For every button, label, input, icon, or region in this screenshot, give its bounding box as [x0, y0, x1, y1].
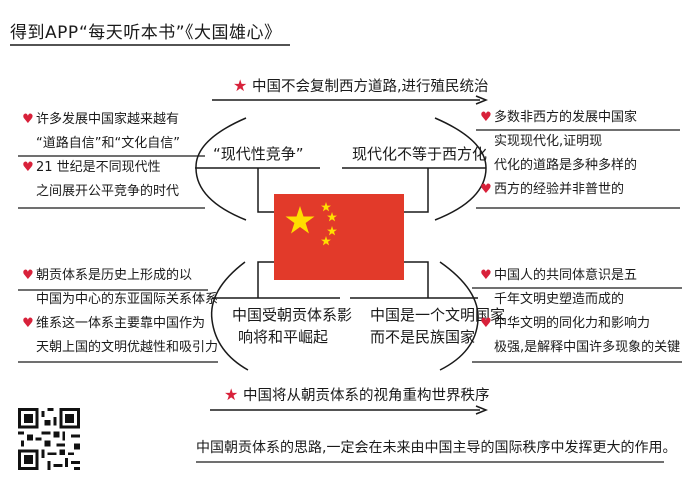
note-row: 之间展开公平竞争的时代 [20, 180, 180, 204]
banner-bottom: ★ 中国将从朝贡体系的视角重构世界秩序 [224, 384, 489, 405]
note-text: 实现现代化,证明现 [494, 134, 603, 149]
heart-icon: ♥ [480, 268, 492, 283]
note-text: 朝贡体系是历史上形成的以 [36, 268, 193, 283]
china-flag-icon [274, 194, 404, 280]
topic-civilization-state: 中国是一个文明国家 而不是民族国家 [370, 304, 505, 348]
note-text: 许多发展中国家越来越有 [36, 112, 180, 127]
note-row: ♥ 维系这一体系主要靠中国作为 [20, 312, 218, 336]
note-row: ♥ 许多发展中国家越来越有 [20, 108, 180, 132]
note-text: “道路自信”和“文化自信” [36, 136, 180, 151]
note-row: 千年文明史塑造而成的 [478, 288, 680, 312]
heart-icon: ♥ [480, 110, 492, 125]
note-row: “道路自信”和“文化自信” [20, 132, 180, 156]
banner-top: ★ 中国不会复制西方道路,进行殖民统治 [233, 75, 489, 96]
note-text: 中华文明的同化力和影响力 [494, 316, 651, 331]
note-text: 西方的经验并非普世的 [494, 182, 625, 197]
heart-icon: ♥ [22, 316, 34, 331]
note-text: 中国人的共同体意识是五 [494, 268, 638, 283]
note-row: ♥ 西方的经验并非普世的 [478, 178, 637, 202]
banner-bottom-text: 中国将从朝贡体系的视角重构世界秩序 [242, 388, 490, 404]
note-text: 之间展开公平竞争的时代 [36, 184, 180, 199]
notes-bottom-left: ♥ 朝贡体系是历史上形成的以 中国为中心的东亚国际关系体系 ♥ 维系这一体系主要靠中… [20, 264, 218, 360]
note-row: 天朝上国的文明优越性和吸引力 [20, 336, 218, 360]
note-row: 极强,是解释中国许多现象的关键 [478, 336, 680, 360]
notes-bottom-right: ♥ 中国人的共同体意识是五 千年文明史塑造而成的 ♥ 中华文明的同化力和影响力 极强… [478, 264, 680, 360]
heart-icon: ♥ [22, 268, 34, 283]
topic-modernity-competition: “现代性竞争” [213, 145, 304, 163]
note-row: ♥ 中国人的共同体意识是五 [478, 264, 680, 288]
note-row: ♥ 朝贡体系是历史上形成的以 [20, 264, 218, 288]
note-text: 多数非西方的发展中国家 [494, 110, 638, 125]
topic-modernization-not-westernization: 现代化不等于西方化 [352, 145, 488, 163]
topic-line: 中国是一个文明国家 [370, 306, 506, 324]
note-text: 中国为中心的东亚国际关系体系 [36, 292, 219, 307]
note-row: ♥ 21 世纪是不同现代性 [20, 156, 180, 180]
notes-top-right: ♥ 多数非西方的发展中国家 实现现代化,证明现 代化的道路是多种多样的 ♥ 西方的经… [478, 106, 637, 202]
heart-icon: ♥ [480, 316, 492, 331]
note-text: 千年文明史塑造而成的 [494, 292, 625, 307]
note-row: 代化的道路是多种多样的 [478, 154, 637, 178]
banner-top-text: 中国不会复制西方道路,进行殖民统治 [251, 79, 489, 95]
red-star-icon: ★ [224, 385, 239, 404]
topic-line: 响将和平崛起 [238, 328, 329, 346]
heart-icon: ♥ [22, 112, 34, 127]
note-text: 天朝上国的文明优越性和吸引力 [36, 340, 219, 355]
note-text: 代化的道路是多种多样的 [494, 158, 638, 173]
heart-icon: ♥ [22, 160, 34, 175]
note-text: 维系这一体系主要靠中国作为 [36, 316, 206, 331]
topic-tributary-peaceful-rise: 中国受朝贡体系影 响将和平崛起 [232, 304, 352, 348]
note-row: ♥ 中华文明的同化力和影响力 [478, 312, 680, 336]
topic-line: 而不是民族国家 [370, 328, 476, 346]
notes-top-left: ♥ 许多发展中国家越来越有 “道路自信”和“文化自信” ♥ 21 世纪是不同现代性 … [20, 108, 180, 204]
note-row: ♥ 多数非西方的发展中国家 [478, 106, 637, 130]
note-text: 21 世纪是不同现代性 [36, 160, 161, 175]
topic-line: 中国受朝贡体系影 [232, 306, 353, 324]
red-star-icon: ★ [233, 76, 248, 95]
note-row: 实现现代化,证明现 [478, 130, 637, 154]
note-row: 中国为中心的东亚国际关系体系 [20, 288, 218, 312]
note-text: 极强,是解释中国许多现象的关键 [494, 340, 681, 355]
header-title: 得到APP“每天听本书”《大国雄心》 [10, 23, 282, 43]
footer-conclusion: 中国朝贡体系的思路,一定会在未来由中国主导的国际秩序中发挥更大的作用。 [196, 440, 677, 456]
qr-code-icon [18, 408, 80, 470]
heart-icon: ♥ [480, 182, 492, 197]
